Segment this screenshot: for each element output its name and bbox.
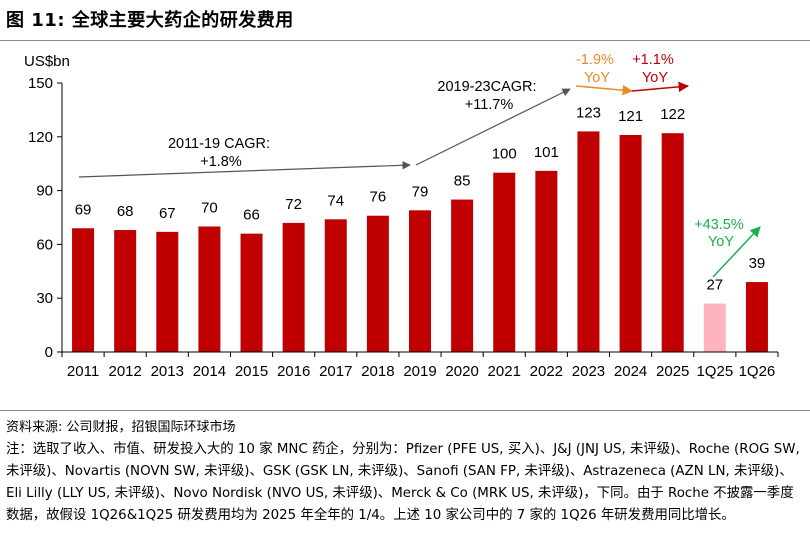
yoy-2024-label: -1.9% YoY	[576, 52, 618, 86]
yoy-2025-label: +1.1% YoY	[632, 52, 678, 86]
bar-value-label: 123	[576, 104, 601, 121]
y-tick-label: 150	[28, 75, 53, 92]
x-tick-label: 2023	[572, 363, 605, 380]
y-tick-label: 0	[45, 344, 53, 361]
cagr-2019-23-label: 2019-23CAGR: +11.7%	[437, 79, 540, 113]
x-tick-label: 2025	[656, 363, 689, 380]
bar	[198, 226, 221, 352]
x-tick-label: 2013	[151, 363, 184, 380]
top-rule	[0, 40, 810, 41]
bar-value-label: 39	[749, 255, 766, 272]
x-axis: 2011 2012 2013 2014 2015 2016 2017 2018 2019 2020…	[61, 351, 779, 380]
x-tick-label: 2022	[530, 363, 563, 380]
cagr-2011-19-label: 2011-19 CAGR: +1.8%	[168, 136, 274, 170]
y-tick-label: 90	[36, 183, 53, 200]
bar	[451, 199, 474, 352]
bar	[409, 210, 431, 352]
x-tick-label: 2021	[488, 363, 521, 380]
bar	[240, 233, 263, 352]
x-tick-label: 2024	[614, 363, 647, 380]
bar-value-label: 66	[243, 207, 260, 224]
bar	[661, 133, 684, 352]
bar	[282, 222, 305, 352]
bar	[156, 231, 179, 352]
bar-value-label: 27	[706, 277, 723, 294]
y-tick-label: 60	[36, 236, 53, 253]
source-note: 资料来源: 公司财报，招银国际环球市场	[6, 420, 236, 435]
cagr-2011-19-arrow	[78, 161, 411, 178]
bar-value-label: 101	[534, 144, 559, 161]
bar-value-label: 72	[285, 196, 302, 213]
x-tick-label: 2017	[319, 363, 352, 380]
y-axis-title: US$bn	[24, 53, 70, 70]
x-tick-label: 2012	[108, 363, 141, 380]
bar-value-label: 76	[370, 189, 387, 206]
bar	[366, 215, 389, 352]
cagr-2019-23-arrow	[415, 88, 571, 166]
mid-rule	[0, 410, 810, 411]
bar-value-label: 69	[75, 201, 92, 218]
bar-value-label: 79	[412, 183, 429, 200]
bar	[619, 135, 642, 352]
x-tick-label: 2019	[403, 363, 436, 380]
x-tick-label: 2016	[277, 363, 310, 380]
rd-spend-chart: US$bn 0 30 60 90 120 150 69 68 67 70 66 72 74 76 79 85…	[24, 52, 779, 380]
bar-value-label: 74	[327, 192, 344, 209]
yoy-2025-arrow	[631, 81, 690, 93]
x-tick-label: 2018	[361, 363, 394, 380]
bar-value-label: 68	[117, 203, 134, 220]
x-tick-label: 2020	[445, 363, 478, 380]
bar-value-label: 85	[454, 173, 471, 190]
yoy-1q26-arrow	[712, 226, 761, 278]
bar	[72, 228, 95, 352]
x-tick-label: 2015	[235, 363, 268, 380]
x-tick-label: 2014	[193, 363, 226, 380]
x-tick-label: 2011	[67, 363, 99, 380]
bar	[745, 282, 768, 352]
footnote: 注：选取了收入、市值、研发投入大的 10 家 MNC 药企，分别为：Pfizer…	[6, 442, 800, 523]
bars: 69 68 67 70 66 72 74 76 79 85 100 101 123 121 122 27 39	[72, 104, 768, 352]
bar-value-label: 100	[492, 146, 517, 163]
bar	[324, 219, 347, 352]
bar-value-label: 67	[159, 205, 176, 222]
bar-value-label: 70	[201, 199, 218, 216]
bar	[577, 131, 600, 352]
bar	[535, 170, 558, 352]
figure-title: 图 11: 全球主要大药企的研发费用	[6, 10, 294, 31]
bar	[493, 172, 516, 352]
x-tick-label: 1Q26	[739, 363, 776, 380]
y-tick-label: 120	[28, 129, 53, 146]
yoy-1q26-label: +43.5% YoY	[694, 217, 748, 250]
bar-value-label: 121	[618, 108, 643, 125]
y-axis: 0 30 60 90 120 150	[28, 75, 63, 361]
x-tick-label: 1Q25	[696, 363, 733, 380]
bar	[114, 230, 137, 352]
yoy-2024-arrow	[575, 84, 634, 96]
y-tick-label: 30	[36, 290, 53, 307]
bar-value-label: 122	[660, 106, 685, 123]
bar	[703, 303, 726, 352]
